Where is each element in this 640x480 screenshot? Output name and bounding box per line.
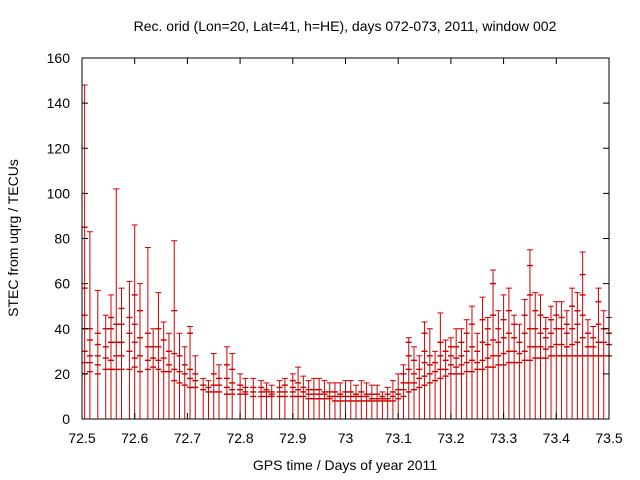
error-bar-marks xyxy=(81,84,612,419)
axis-ticks: 72.5 72.6 72.7 72.8 72.9 73 73.1 73.2 73.3 73.4 73… xyxy=(47,50,623,446)
y-tick-label: 20 xyxy=(54,366,70,382)
chart-title: Rec. orid (Lon=20, Lat=41, h=HE), days 0… xyxy=(134,18,557,34)
x-tick-label: 72.8 xyxy=(226,430,253,446)
x-tick-label: 73.1 xyxy=(385,430,412,446)
y-tick-label: 140 xyxy=(47,95,71,111)
y-tick-label: 60 xyxy=(54,276,70,292)
x-tick-label: 72.9 xyxy=(279,430,306,446)
x-tick-label: 72.5 xyxy=(68,430,95,446)
x-tick-label: 73.4 xyxy=(543,430,570,446)
x-tick-label: 73.3 xyxy=(490,430,517,446)
y-tick-label: 80 xyxy=(54,231,70,247)
x-tick-label: 72.6 xyxy=(121,430,148,446)
plot-frame xyxy=(81,57,610,420)
x-tick-label: 72.7 xyxy=(174,430,201,446)
x-tick-label: 73.5 xyxy=(595,430,622,446)
y-tick-label: 100 xyxy=(47,185,71,201)
y-tick-label: 0 xyxy=(62,411,70,427)
y-tick-label: 160 xyxy=(47,50,71,66)
x-tick-label: 73 xyxy=(338,430,354,446)
y-axis-label: STEC from uqrg / TECUs xyxy=(5,159,21,317)
y-tick-label: 40 xyxy=(54,321,70,337)
y-tick-label: 120 xyxy=(47,140,71,156)
x-tick-label: 73.2 xyxy=(437,430,464,446)
x-axis-label: GPS time / Days of year 2011 xyxy=(253,457,437,473)
